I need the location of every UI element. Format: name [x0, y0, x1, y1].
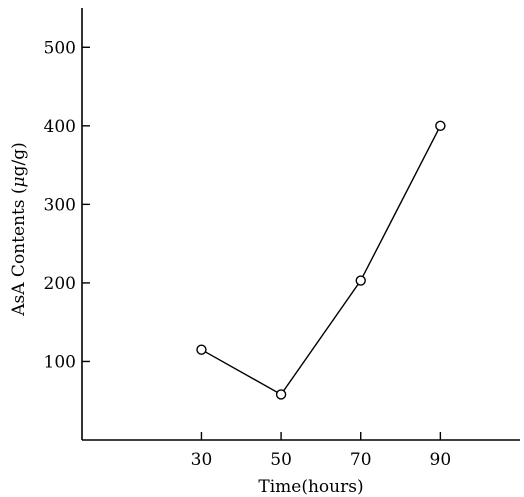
x-tick-label: 30	[191, 450, 213, 470]
y-tick-label: 300	[44, 195, 76, 215]
y-axis-title: AsA Contents (μg/g)	[9, 142, 29, 317]
x-ticks: 30 50 70 90	[191, 432, 452, 470]
series-group	[196, 120, 446, 400]
y-axis-title-main: AsA Contents (	[9, 187, 29, 316]
y-tick-label: 400	[44, 117, 76, 137]
x-tick-label: 50	[270, 450, 292, 470]
y-axis-title-unit: g/g)	[9, 142, 29, 176]
data-point	[355, 275, 366, 286]
plot-area: 100 200 300 400 500 30 50 70 90	[44, 8, 520, 470]
x-axis-title: Time(hours)	[258, 477, 363, 497]
y-tick-label: 100	[44, 352, 76, 372]
y-tick-label: 200	[44, 274, 76, 294]
x-tick-label: 90	[430, 450, 452, 470]
data-point	[275, 389, 287, 400]
series-line	[201, 125, 441, 396]
y-ticks: 100 200 300 400 500	[44, 38, 90, 372]
data-point	[196, 344, 207, 355]
data-point	[435, 120, 446, 132]
y-axis-title-mu: μ	[9, 176, 29, 187]
x-tick-label: 70	[350, 450, 372, 470]
y-tick-label: 500	[44, 38, 76, 58]
